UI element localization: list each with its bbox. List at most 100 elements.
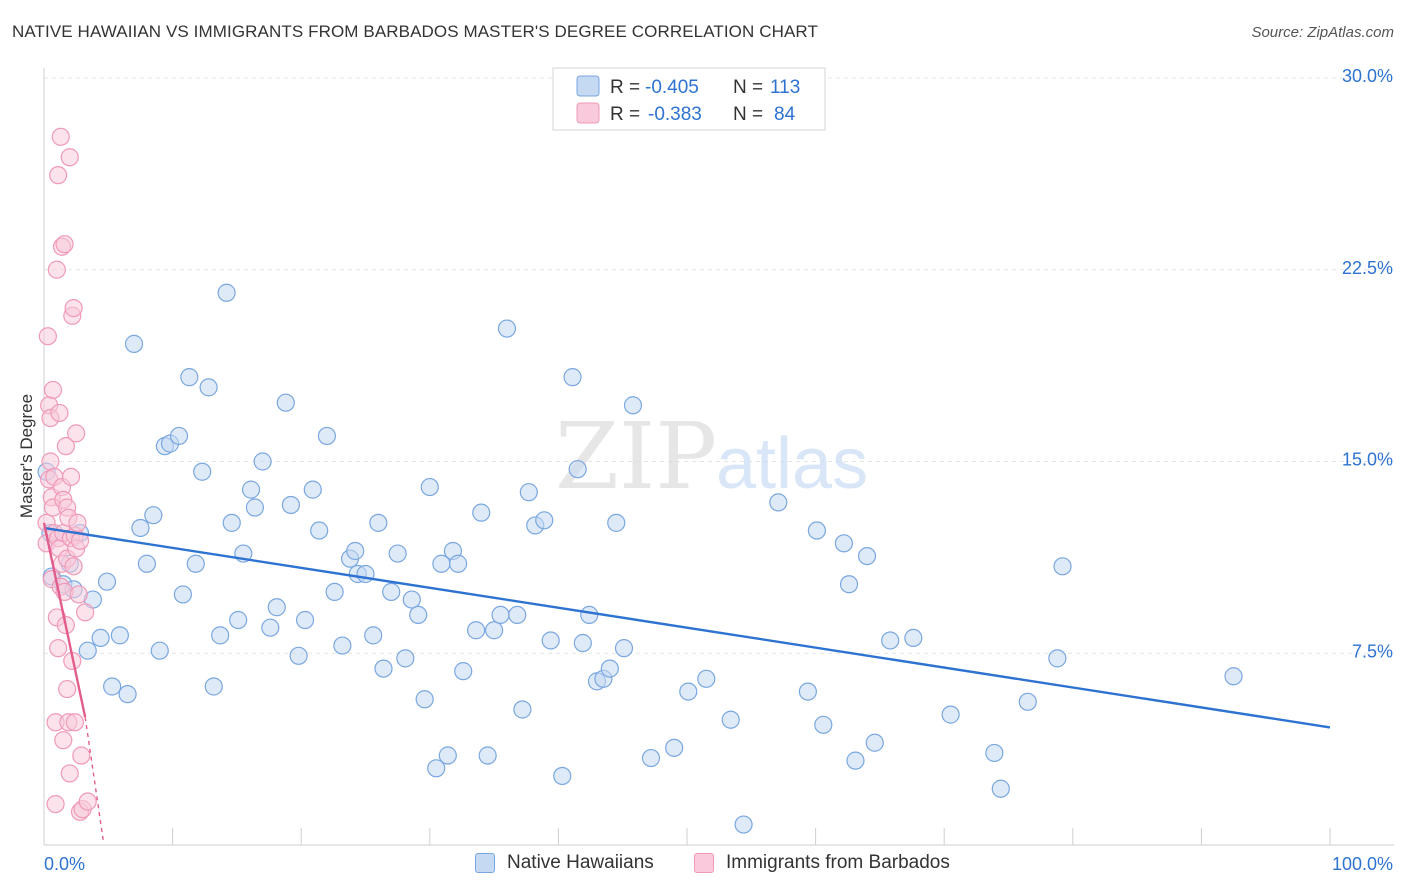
- scatter-point: [131, 518, 150, 538]
- scatter-point: [396, 649, 415, 668]
- y-tick-label: 15.0%: [1342, 450, 1393, 470]
- scatter-point: [388, 544, 407, 563]
- legend-label-barbados: Immigrants from Barbados: [726, 852, 950, 873]
- scatter-point: [904, 628, 923, 648]
- scatter-point: [276, 393, 295, 412]
- scatter-point: [508, 605, 527, 625]
- scatter-point: [211, 626, 230, 645]
- scatter-point: [137, 554, 156, 573]
- scatter-point: [47, 260, 66, 279]
- scatter-point: [513, 700, 532, 719]
- scatter-point: [67, 424, 86, 443]
- scatter-point: [241, 480, 261, 499]
- scatter-point: [580, 605, 599, 625]
- watermark: ZIP atlas: [555, 403, 868, 510]
- scatter-point: [325, 582, 344, 601]
- legend-swatch-native-hawaiians: [576, 75, 600, 97]
- watermark-atlas: atlas: [716, 424, 868, 504]
- y-tick-labels: 7.5% 15.0% 22.5% 30.0%: [1342, 66, 1393, 661]
- scatter-point: [64, 557, 83, 576]
- scatter-point: [734, 815, 753, 834]
- scatter-point: [665, 738, 684, 757]
- scatter-point: [541, 631, 560, 650]
- legend-swatch-barbados: [694, 853, 714, 873]
- scatter-point: [333, 636, 352, 655]
- scatter-point: [769, 493, 788, 512]
- scatter-point: [41, 452, 60, 471]
- scatter-point: [472, 503, 491, 522]
- x-tick-labels: 0.0% 100.0%: [44, 854, 1393, 874]
- scatter-point: [865, 733, 884, 752]
- scatter-point: [535, 511, 554, 530]
- legend-swatch-native-hawaiians: [475, 853, 495, 873]
- scatter-point: [402, 590, 421, 609]
- scatter-point: [173, 585, 192, 604]
- scatter-point: [553, 766, 572, 786]
- scatter-point: [814, 715, 833, 734]
- scatter-point: [56, 437, 75, 456]
- gridlines: [44, 77, 1394, 654]
- scatter-point: [1053, 557, 1072, 576]
- x-tick-label-min: 0.0%: [44, 854, 85, 874]
- scatter-point: [91, 628, 110, 648]
- scatter-point: [103, 677, 122, 696]
- legend-n-label-1: N =: [733, 104, 763, 125]
- scatter-point: [310, 521, 329, 540]
- scatter-point: [478, 746, 497, 765]
- scatter-point: [454, 662, 473, 681]
- trend-line-extension: [84, 717, 104, 840]
- scatter-point: [369, 513, 388, 532]
- scatter-point: [193, 462, 212, 481]
- scatter-point: [438, 746, 457, 765]
- scatter-point: [427, 759, 446, 778]
- trend-line: [43, 526, 1331, 729]
- scatter-point: [374, 659, 393, 678]
- scatter-point: [1048, 649, 1067, 668]
- scatter-point: [60, 764, 79, 783]
- scatter-point: [46, 794, 65, 814]
- scatter-point: [58, 679, 77, 699]
- scatter-point: [186, 554, 205, 573]
- scatter-point: [497, 319, 517, 338]
- scatter-point: [229, 610, 248, 630]
- legend-r-label-0: R =: [610, 77, 640, 98]
- scatter-point: [78, 792, 97, 811]
- legend-r-label-1: R =: [610, 104, 640, 125]
- scatter-point: [253, 452, 272, 471]
- scatter-point: [64, 299, 83, 318]
- scatter-point: [466, 621, 486, 640]
- scatter-point: [519, 483, 538, 502]
- scatter-point: [839, 575, 859, 594]
- chart-title: NATIVE HAWAIIAN VS IMMIGRANTS FROM BARBA…: [12, 22, 818, 41]
- scatter-point: [798, 682, 817, 701]
- scatter-point: [721, 710, 740, 729]
- scatter-point: [144, 506, 163, 525]
- legend-label-native-hawaiians: Native Hawaiians: [507, 852, 654, 873]
- x-tick-label-max: 100.0%: [1332, 854, 1393, 874]
- scatter-point: [846, 751, 865, 770]
- scatter-point: [118, 685, 137, 704]
- watermark-zip: ZIP: [555, 403, 717, 510]
- scatter-point: [881, 631, 900, 650]
- scatter-point: [199, 378, 218, 397]
- scatter-point: [857, 546, 877, 566]
- scatter-point: [65, 713, 84, 732]
- scatter-point: [51, 127, 70, 146]
- scatter-point: [76, 603, 95, 622]
- legend-r-value-1: -0.383: [648, 104, 702, 125]
- scatter-point: [834, 534, 853, 553]
- scatter-point: [55, 235, 74, 254]
- legend-swatch-barbados: [576, 102, 600, 124]
- scatter-point: [623, 396, 643, 415]
- legend-bottom: Native Hawaiians Immigrants from Barbado…: [0, 850, 1406, 880]
- scatter-point: [261, 618, 280, 637]
- scatter-point: [614, 639, 634, 658]
- y-tick-label: 22.5%: [1342, 258, 1393, 278]
- legend-item-native-hawaiians: Native Hawaiians: [475, 852, 654, 874]
- scatter-point: [303, 480, 322, 499]
- y-tick-label: 7.5%: [1352, 641, 1393, 661]
- scatter-point: [70, 531, 90, 550]
- scatter-point: [807, 521, 826, 540]
- legend-r-value-0: -0.405: [645, 77, 699, 98]
